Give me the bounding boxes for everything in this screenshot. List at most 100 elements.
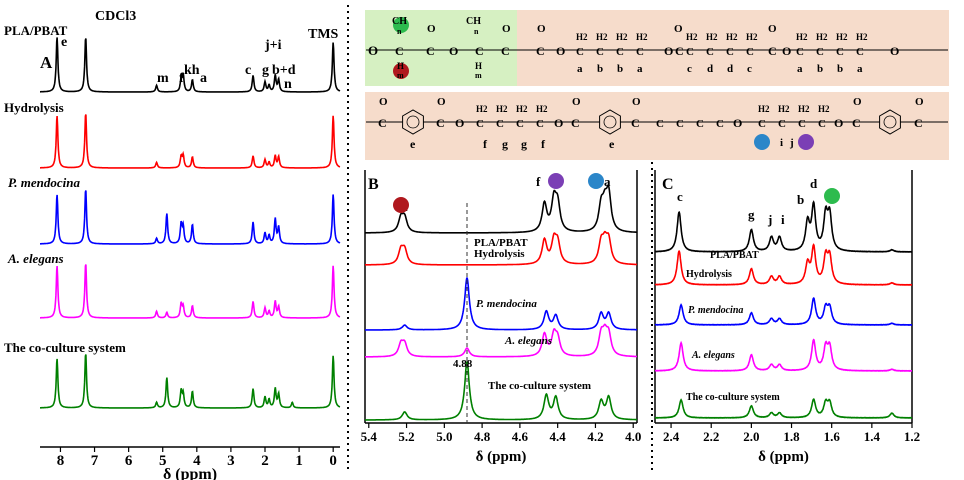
row1-pbat-o: O: [537, 23, 546, 35]
peak-label: g: [262, 63, 269, 78]
blue-circle-h: [754, 134, 770, 150]
red-circle-m: [393, 63, 409, 79]
row1-pbat-label: a: [797, 63, 803, 75]
x-tick-label: 6: [125, 453, 133, 469]
row2-atom-o: O: [853, 96, 862, 108]
structure-diagram: O CH n C H m O C O CH n C H m O C COO OOC…: [365, 10, 949, 160]
x-tick-label: 5.0: [436, 429, 452, 444]
benzene-ring: [599, 109, 621, 135]
peak-label: g: [748, 207, 755, 222]
row1-h2-label: H2: [856, 32, 868, 42]
row1-h2-label: H2: [596, 32, 608, 42]
panel-c: 2.4 2.2 2.0 1.8 1.6 1.4 1.2 δ (ppm) PLA/PBAT Hydr…: [654, 170, 920, 465]
row1-pbat-label: b: [597, 63, 603, 75]
spectrum-hydrolysis: [365, 230, 637, 266]
row2-chain-c: C: [496, 118, 504, 130]
row1-h2-label: H2: [636, 32, 648, 42]
peak-label: c: [245, 63, 251, 78]
spectrum-a-elegans: [40, 264, 341, 319]
row1-h2-label: H2: [816, 32, 828, 42]
row1-pbat-label: b: [817, 63, 823, 75]
peak-label: CDCl3: [95, 9, 136, 24]
benzene-ring: [402, 109, 424, 135]
spectrum-p-mendocina: [40, 190, 341, 245]
row1-pbat-label: d: [707, 63, 713, 75]
row1-pbat-label: b: [837, 63, 843, 75]
green-circle-n: [393, 17, 409, 33]
peak-label: a: [200, 71, 207, 86]
x-tick-label: 1.2: [904, 429, 920, 444]
row1-pbat-o6: O: [782, 44, 791, 58]
x-tick-label: 4.2: [587, 429, 603, 444]
row2-chain-c: C: [798, 118, 806, 130]
row1-chain-c: C: [576, 46, 584, 58]
row1-atom-o: O: [368, 43, 378, 58]
pla-mark-n: n: [397, 27, 402, 36]
row1-h2-label: H2: [576, 32, 588, 42]
row2-h2-label: H2: [496, 104, 508, 114]
pla-sub-n: n: [474, 27, 479, 36]
x-tick-label: 1.6: [824, 429, 841, 444]
row1-chain-c: C: [706, 46, 714, 58]
pla-mark-m: m: [397, 71, 404, 80]
x-tick-label: 5.4: [361, 429, 378, 444]
peak-label: i: [781, 212, 785, 227]
marker-h: [588, 173, 604, 189]
x-tick-label: 2: [261, 453, 269, 469]
x-tick-label: 2.4: [663, 429, 680, 444]
row2-chain-c: C: [696, 118, 704, 130]
row1-chain-c: C: [636, 46, 644, 58]
row1-h2-label: H2: [836, 32, 848, 42]
row1-h2-label: H2: [616, 32, 628, 42]
peak-label: kh: [184, 63, 200, 78]
spectrum-the-co-culture-system: [40, 354, 341, 409]
row2-ester-label: g: [502, 137, 508, 151]
row2-ester-label: f: [483, 137, 488, 151]
spectrum-pla-pbat: [365, 183, 637, 234]
marker-n: [824, 188, 840, 204]
x-tick-label: 2.0: [743, 429, 759, 444]
x-tick-label: 1.4: [864, 429, 881, 444]
series-label: Hydrolysis: [4, 100, 64, 115]
row1-chain-c: C: [836, 46, 844, 58]
row2-atom-c: C: [571, 116, 580, 130]
row2-atom-o: O: [455, 116, 464, 130]
row1-h2-label: H2: [706, 32, 718, 42]
spectrum-the-co-culture-system: [365, 361, 637, 421]
row1-pbat-o3: O: [664, 44, 673, 58]
marker-k: [548, 173, 564, 189]
x-tick-label: 1: [295, 453, 303, 469]
series-label: A. elegans: [691, 350, 735, 361]
row1-pbat-label: b: [617, 63, 623, 75]
series-label: P. mendocina: [688, 305, 743, 316]
pla-background: [365, 10, 517, 86]
peak-label: j: [767, 212, 772, 227]
row1-pbat-o7: O: [890, 44, 899, 58]
row2-h2-label: H2: [516, 104, 528, 114]
row2-ester-label: f: [541, 137, 546, 151]
row2-chain-c: C: [758, 118, 766, 130]
x-tick-label: 4.8: [474, 429, 491, 444]
x-tick-label: 4: [193, 453, 201, 469]
row2-chain-c: C: [516, 118, 524, 130]
row1-pbat-label: c: [747, 63, 752, 75]
row1-atom-o2: O: [427, 23, 436, 35]
panel-letter-b: B: [368, 176, 379, 193]
x-tick-label: 5: [159, 453, 167, 469]
x-axis-label: δ (ppm): [163, 466, 217, 480]
row2-chain-c: C: [536, 118, 544, 130]
spectrum-p-mendocina: [365, 277, 637, 331]
peak-label: f: [179, 71, 184, 86]
pbat-background-row2: [365, 92, 949, 160]
row2-ester-label: e: [410, 137, 416, 151]
series-label: A. elegans: [7, 251, 64, 266]
row2-atom-c: C: [436, 116, 445, 130]
row1-h2-label: H2: [746, 32, 758, 42]
peak-label: e: [61, 35, 67, 50]
spectrum-pla-pbat: [40, 37, 341, 93]
spectrum-the-co-culture-system: [654, 398, 913, 419]
row2-h2-label: H2: [778, 104, 790, 114]
purple-circle-k: [798, 134, 814, 150]
row1-pbat-label: a: [637, 63, 643, 75]
